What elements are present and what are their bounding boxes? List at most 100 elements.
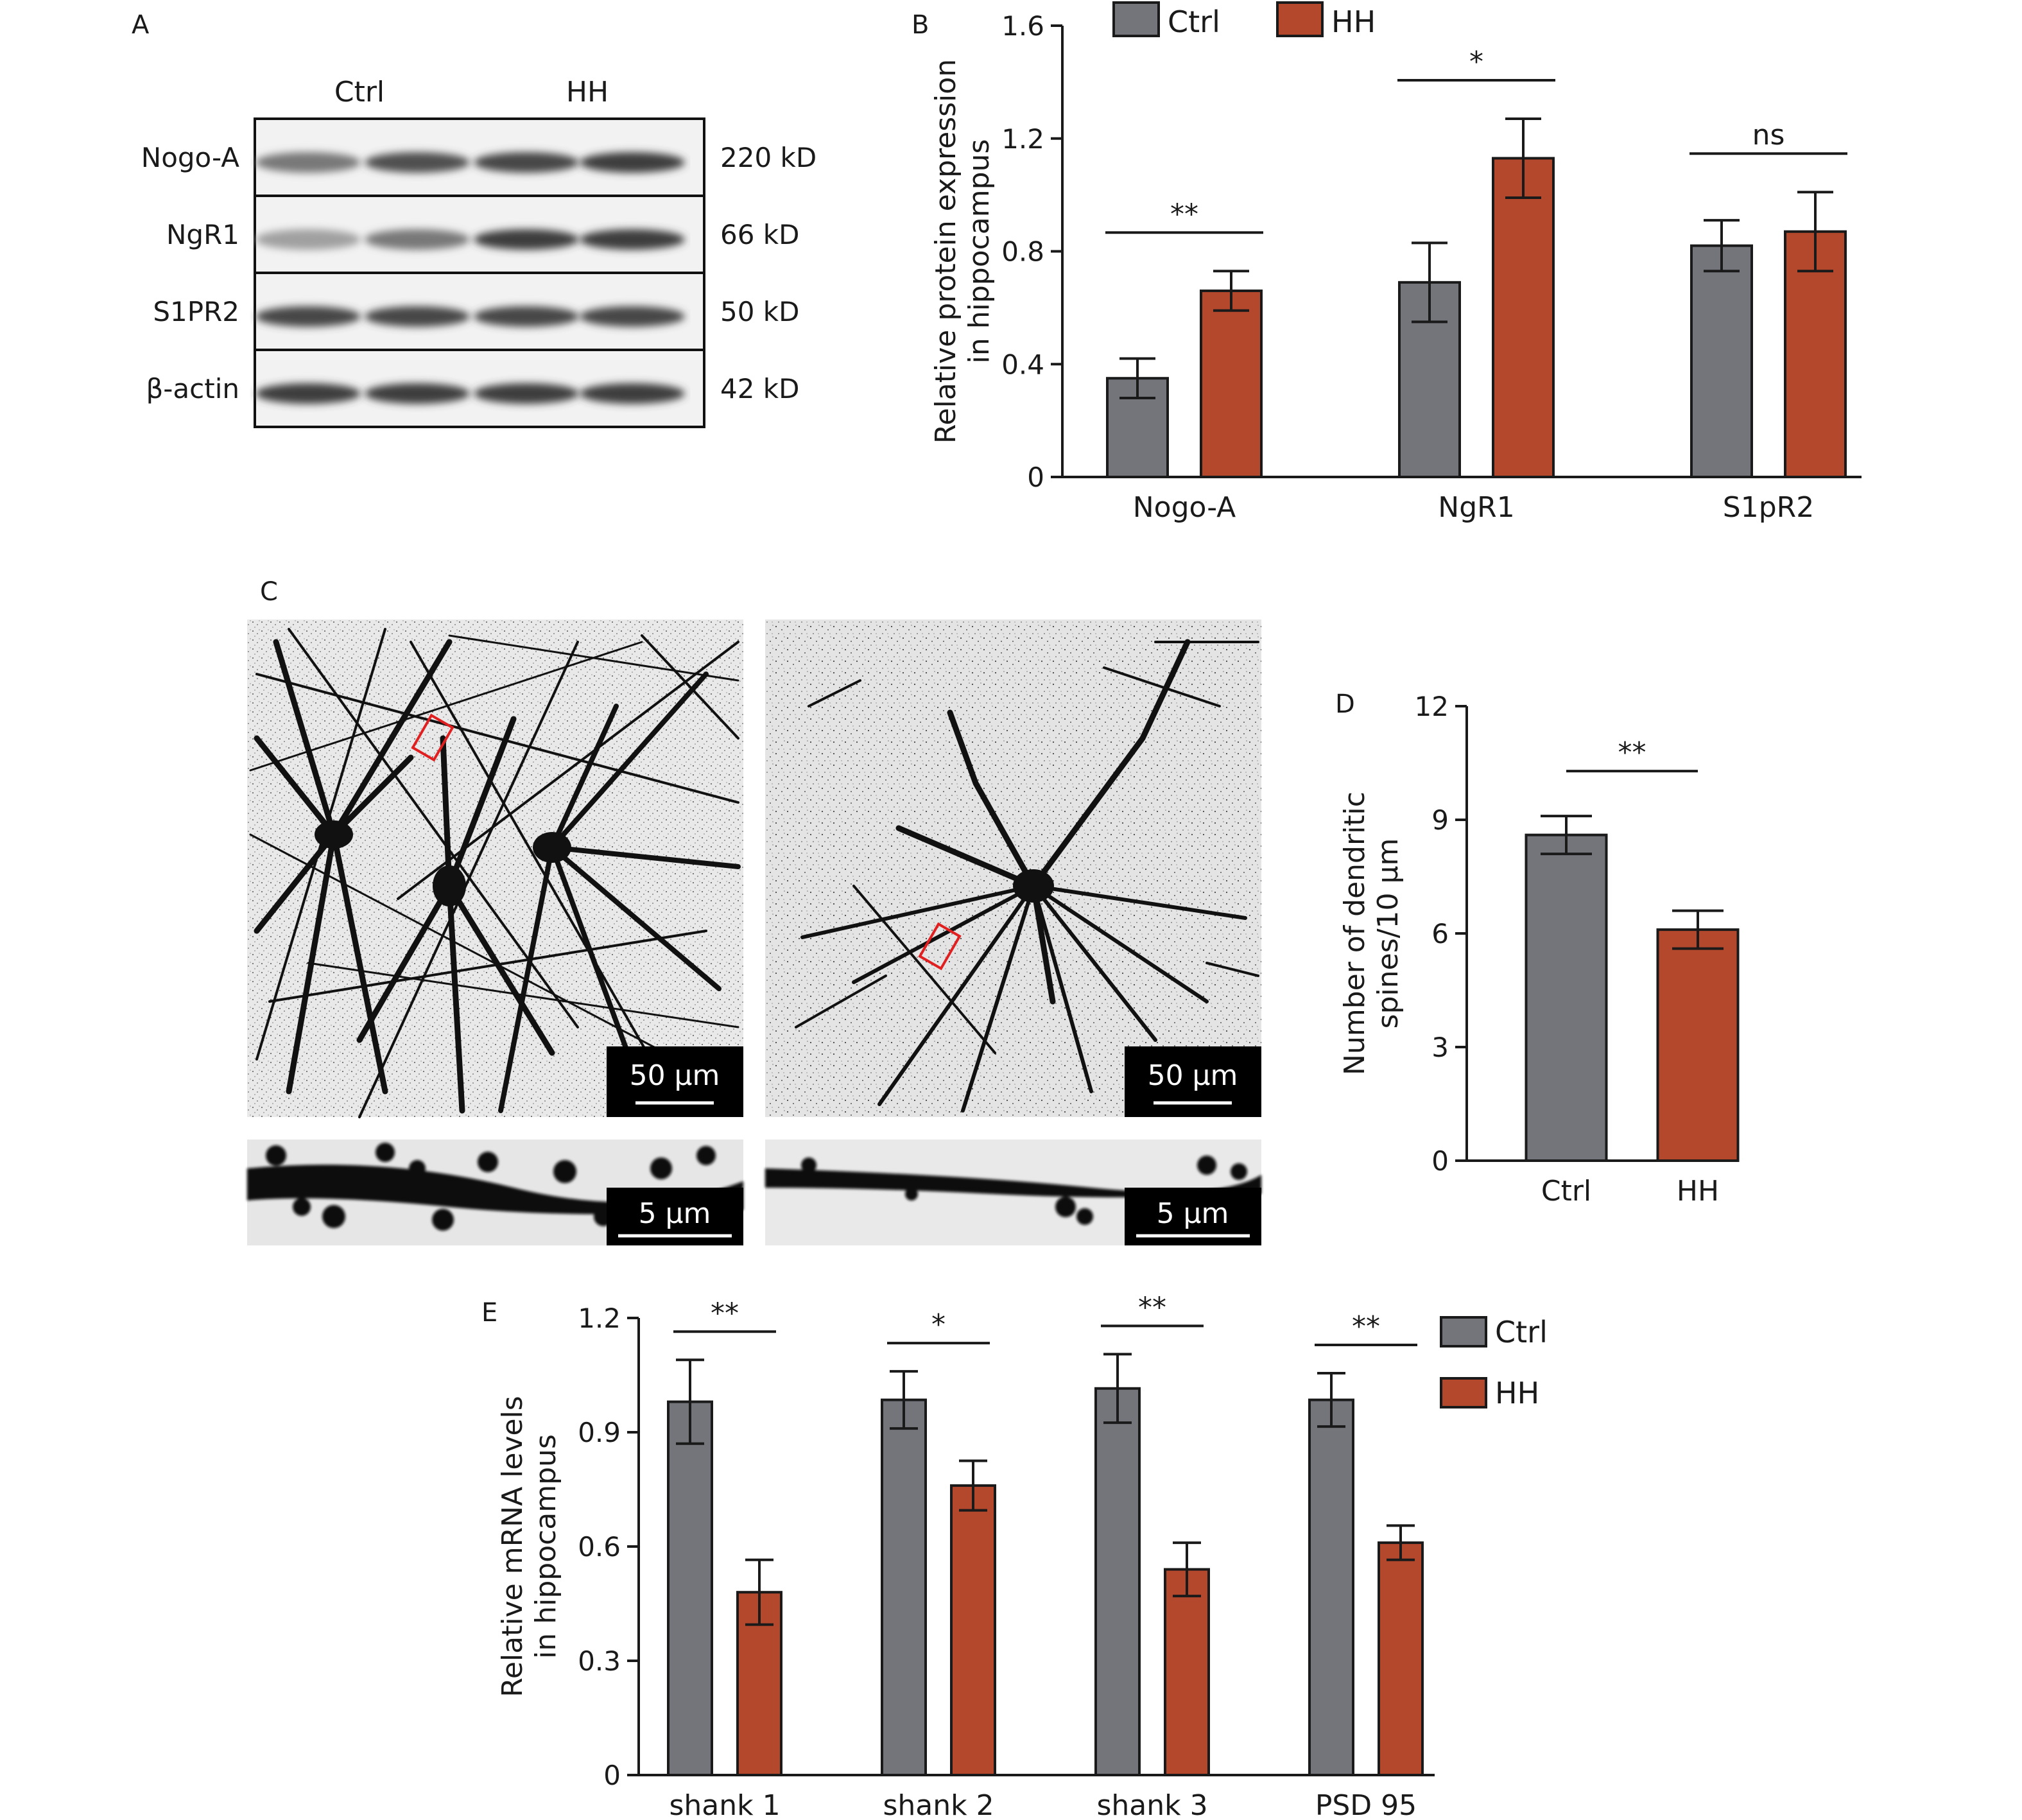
bar-hh (950, 1484, 996, 1776)
panel-e-label: E (481, 1298, 497, 1328)
scalebar-box-hh (1125, 1046, 1261, 1117)
legend-label-ctrl: Ctrl (1168, 4, 1220, 39)
bar-ctrl (881, 1398, 927, 1776)
x-tick-label: NgR1 (1438, 491, 1514, 524)
scalebar-box-ctrl (607, 1046, 743, 1117)
scalebar-label-ctrl: 50 μm (630, 1059, 720, 1092)
x-tick-label: HH (1677, 1175, 1719, 1208)
blot-band (365, 383, 470, 404)
blot-band (255, 383, 361, 404)
blot-band (365, 229, 470, 250)
panel-c-golgi-images: C 50 μm (247, 577, 1261, 1245)
y-axis-title-line: Number of dendritic (1338, 792, 1371, 1075)
panel-b-label: B (912, 10, 929, 40)
blot-band (474, 383, 579, 404)
legend-label-hh: HH (1331, 4, 1376, 39)
panel-e-mrna-chart: E 0 0.3 0.6 0.9 1.2 Relative mRNA levels in hi… (481, 1291, 1548, 1820)
legend-swatch-ctrl (1440, 1316, 1487, 1348)
legend-label-ctrl: Ctrl (1495, 1315, 1548, 1349)
blot-group-ctrl: Ctrl (334, 76, 385, 108)
bar-ctrl (1094, 1387, 1141, 1776)
bar-ctrl (1690, 244, 1753, 478)
y-tick-label: 1.6 (1001, 10, 1044, 42)
bar-ctrl (1525, 833, 1608, 1162)
legend-label-hh: HH (1495, 1376, 1539, 1410)
significance-label: * (931, 1308, 946, 1341)
blot-band (365, 306, 470, 327)
legend-swatch-hh (1276, 1, 1324, 37)
significance-label: ** (1138, 1291, 1166, 1324)
blot-band (365, 152, 470, 173)
blot-band (580, 306, 685, 327)
bar-ctrl (667, 1400, 713, 1777)
significance-label: * (1469, 46, 1483, 78)
bar-hh (1656, 928, 1740, 1162)
blot-band (580, 152, 685, 173)
y-tick-label: 12 (1415, 691, 1449, 722)
blot-band (474, 152, 579, 173)
y-tick-label: 0.3 (578, 1645, 621, 1677)
blot-group-hh: HH (566, 76, 609, 108)
blot-protein-label: S1PR2 (153, 296, 239, 327)
y-tick-label: 6 (1431, 918, 1449, 949)
significance-label: ** (1618, 736, 1646, 769)
blot-band (255, 306, 361, 327)
bar-hh (1378, 1541, 1424, 1776)
x-tick-label: Nogo-A (1133, 491, 1236, 524)
x-tick-label: PSD 95 (1315, 1789, 1417, 1820)
blot-band (255, 229, 361, 250)
x-tick-label: S1pR2 (1723, 491, 1814, 524)
scalebar-label-zoom-ctrl: 5 μm (639, 1197, 711, 1230)
blot-size-label: 50 kD (720, 296, 799, 327)
scalebar-label-hh: 50 μm (1148, 1059, 1238, 1092)
neuron-image-ctrl: 50 μm (247, 620, 743, 1118)
significance-label: ** (1352, 1310, 1380, 1343)
significance-label: ** (711, 1297, 739, 1330)
y-tick-label: 1.2 (578, 1303, 621, 1334)
legend-swatch-hh (1440, 1377, 1487, 1408)
blot-protein-label: Nogo-A (141, 142, 239, 173)
bar-hh (1164, 1568, 1210, 1777)
x-tick-label: shank 2 (883, 1789, 994, 1820)
y-tick-label: 0.4 (1001, 349, 1044, 380)
x-tick-label: Ctrl (1541, 1175, 1591, 1208)
significance-label: ** (1170, 198, 1198, 230)
y-axis-title: Relative protein expression in hippocampu… (929, 59, 996, 444)
y-tick-label: 0.8 (1001, 236, 1044, 268)
legend-swatch-ctrl (1112, 1, 1160, 37)
significance-label: ns (1752, 119, 1785, 152)
y-tick-label: 0 (1027, 462, 1044, 493)
panel-c-label: C (260, 577, 278, 607)
blot-band (255, 152, 361, 173)
blot-size-label: 66 kD (720, 219, 799, 250)
blot-size-label: 220 kD (720, 142, 817, 173)
dendrite-zoom-hh: 5 μm (765, 1140, 1261, 1245)
y-tick-label: 0.9 (578, 1417, 621, 1448)
roi-box-hh (918, 922, 962, 971)
blot-protein-label: β-actin (146, 373, 239, 404)
bar-hh (1492, 157, 1555, 478)
panel-a-label: A (132, 10, 150, 40)
blot-band (580, 229, 685, 250)
dendrite-zoom-ctrl: 5 μm (247, 1140, 743, 1245)
blot-band (474, 229, 579, 250)
bar-hh (1200, 290, 1263, 478)
blot-band (580, 383, 685, 404)
neuron-image-hh: 50 μm (765, 620, 1261, 1117)
panel-d-label: D (1335, 689, 1355, 719)
y-axis-title: Relative mRNA levels in hippocampus (496, 1396, 562, 1697)
y-axis-title: Number of dendritic spines/10 μm (1338, 792, 1404, 1075)
roi-box-ctrl (411, 713, 454, 762)
y-tick-label: 0.6 (578, 1531, 621, 1563)
y-axis-title-line: in hippocampus (963, 139, 996, 364)
y-axis-title-line: Relative mRNA levels (496, 1396, 529, 1697)
x-tick-label: shank 3 (1096, 1789, 1207, 1820)
y-tick-label: 0 (1431, 1145, 1449, 1177)
bar-ctrl (1308, 1398, 1354, 1776)
panel-d-spine-chart: D 0 3 6 9 12 Number of dendritic spines/10 μm C… (1335, 689, 1740, 1208)
y-axis-title-line: Relative protein expression (929, 59, 962, 444)
y-tick-label: 3 (1431, 1032, 1449, 1063)
blot-protein-label: NgR1 (166, 219, 239, 250)
